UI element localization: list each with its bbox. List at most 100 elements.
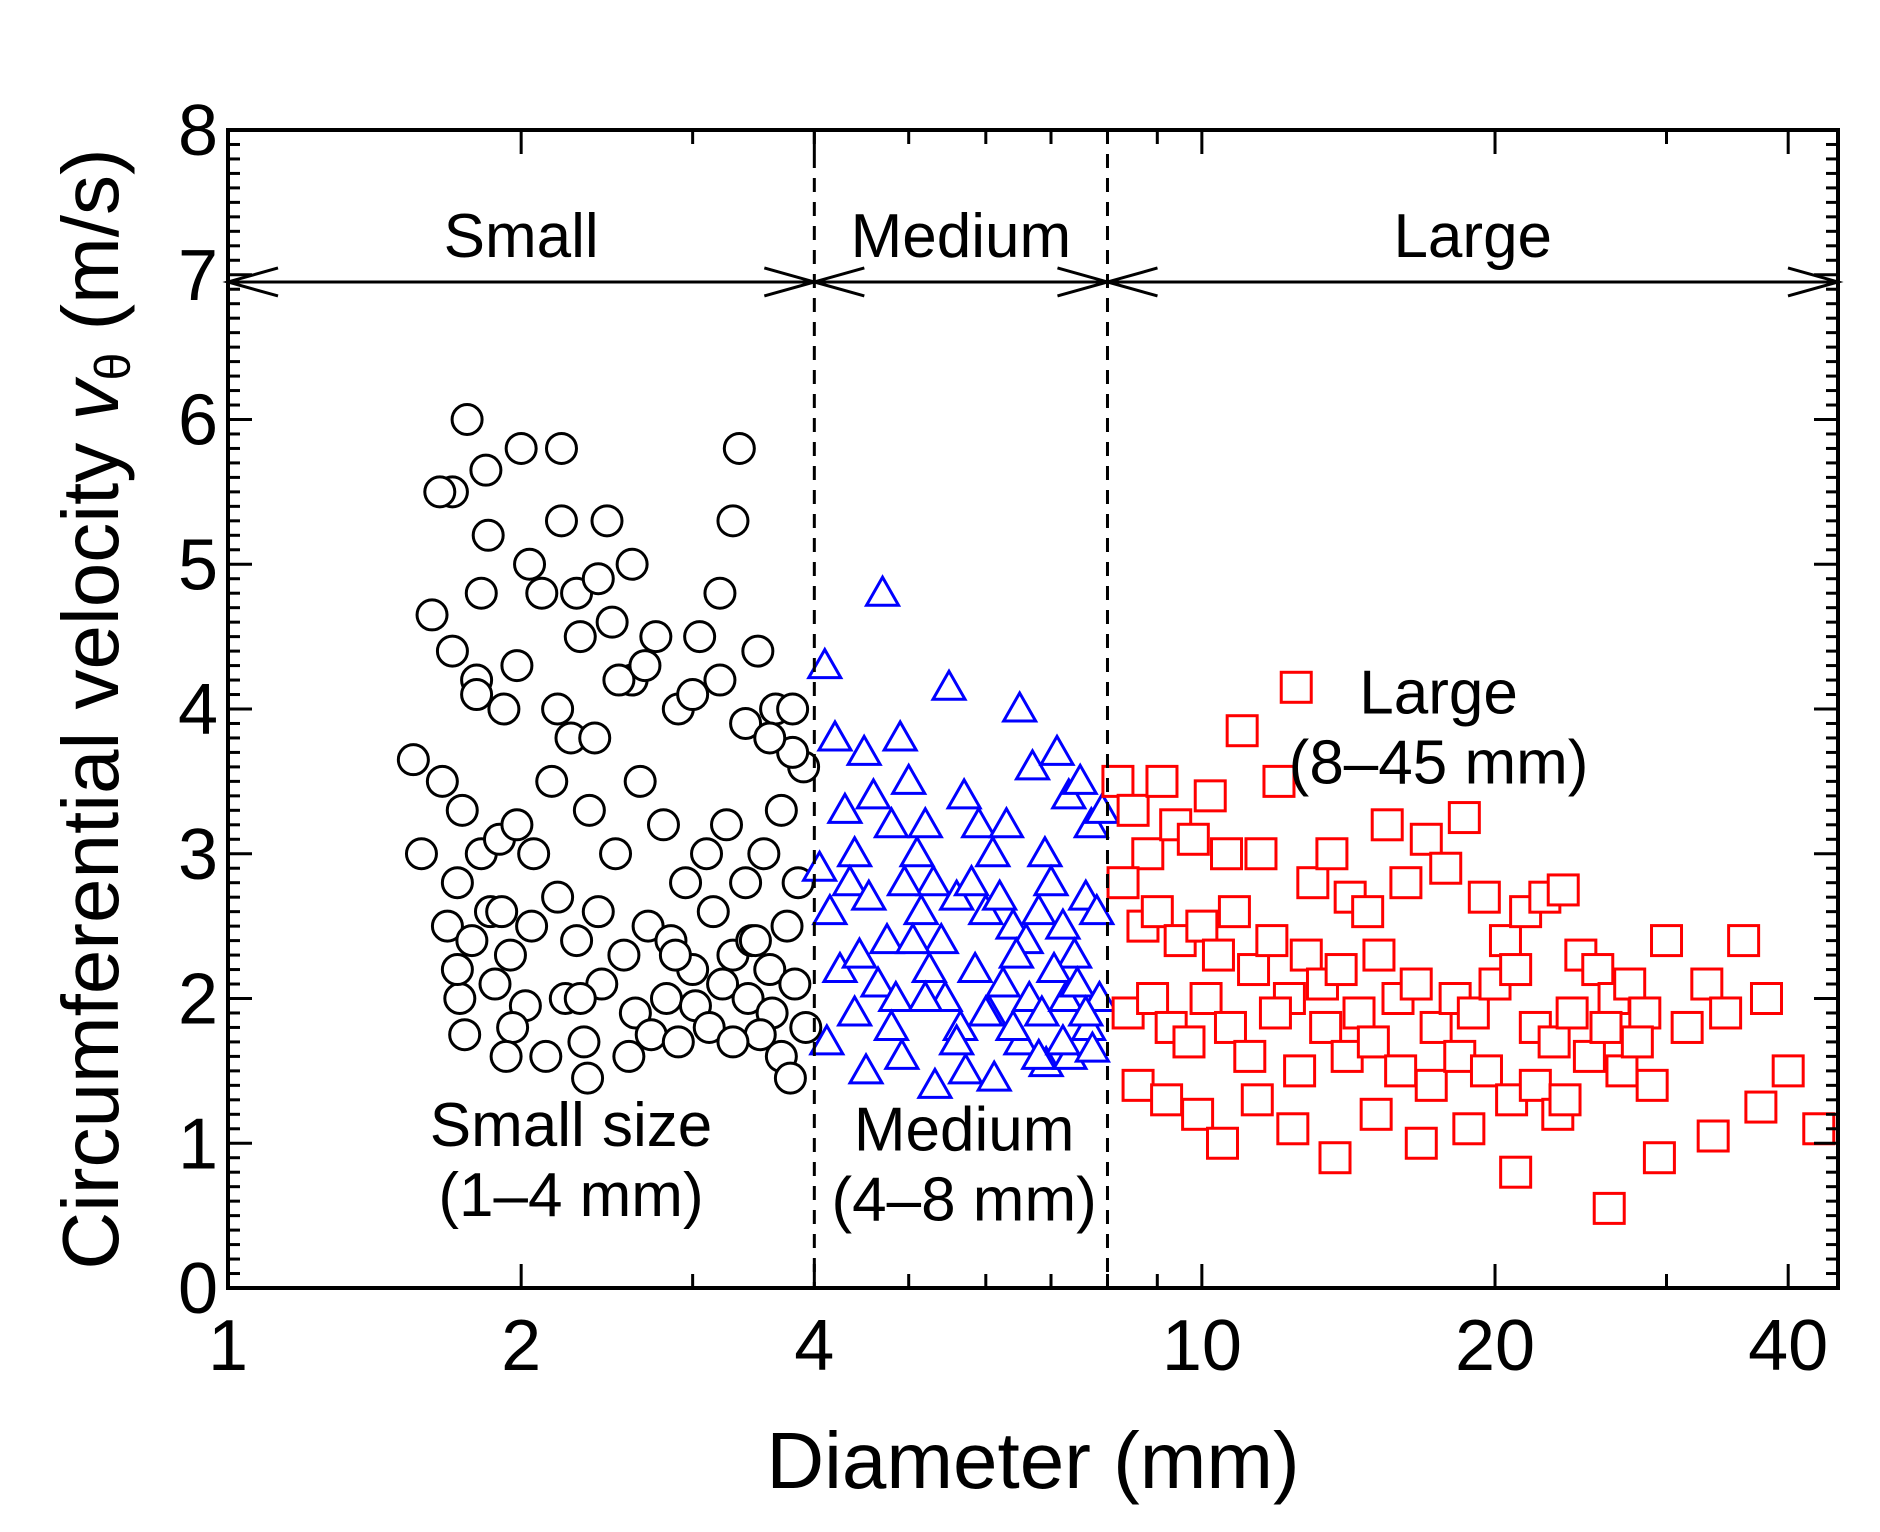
x-tick-label: 2 [501, 1306, 541, 1386]
triangle-point [883, 1037, 921, 1070]
square-point [1467, 880, 1501, 914]
series-circle [396, 403, 823, 1095]
square-point [1419, 1010, 1453, 1044]
triangle-point [1083, 791, 1121, 824]
triangle-point [1035, 950, 1073, 984]
triangle-point [906, 979, 944, 1012]
circle-point [778, 967, 812, 1001]
circle-point [560, 924, 594, 958]
square-point [1121, 1068, 1155, 1102]
y-tick-label: 0 [178, 1249, 218, 1329]
triangle-point [1067, 993, 1105, 1027]
y-axis-label-unit: (m/s) [46, 148, 135, 330]
circle-point [423, 475, 457, 509]
circle-point [445, 793, 479, 827]
circle-point [489, 1039, 523, 1073]
y-tick-label: 4 [178, 670, 218, 750]
circle-point [738, 924, 772, 958]
circle-point [703, 576, 737, 610]
square-point [1318, 1141, 1352, 1175]
square-point [1572, 1039, 1606, 1073]
circle-point [599, 837, 633, 871]
triangle-point [967, 993, 1005, 1027]
circle-point [729, 866, 763, 900]
circle-point [696, 895, 730, 929]
circle-point [396, 743, 430, 777]
triangle-point [847, 1051, 885, 1085]
y-axis-label-symbol: v [46, 377, 135, 421]
square-point [1548, 1083, 1582, 1117]
circle-point [649, 982, 683, 1015]
square-point [1696, 1119, 1730, 1153]
square-point [1399, 967, 1433, 1001]
circle-point [504, 431, 538, 465]
arrowhead-left [808, 266, 865, 298]
circle-point [515, 909, 549, 943]
square-point [1255, 924, 1289, 958]
circle-point [722, 431, 756, 465]
square-point [1315, 837, 1349, 871]
square-point [1635, 1068, 1669, 1102]
square-point [1150, 1083, 1184, 1117]
triangle-point [1044, 1022, 1082, 1056]
y-axis-label: Circumferential velocity vθ (m/s) [46, 148, 141, 1269]
annotation-range: (8–45 mm) [1289, 728, 1589, 797]
square-point [1106, 866, 1140, 900]
circle-point [764, 793, 798, 827]
circle-point [496, 1010, 530, 1044]
annotation-range: (4–8 mm) [831, 1165, 1096, 1234]
circle-point [669, 866, 703, 900]
square-point [1404, 1126, 1438, 1160]
annotation-range: (1–4 mm) [438, 1161, 703, 1230]
circle-point [623, 764, 657, 798]
square-point [1555, 996, 1589, 1030]
circle-point [471, 518, 505, 552]
square-point [1356, 1025, 1390, 1059]
circle-point [690, 837, 724, 871]
circle-point [776, 692, 810, 726]
circle-point [747, 837, 781, 871]
triangle-point [885, 863, 924, 897]
square-point [1342, 996, 1376, 1030]
annotation-label: Large [1359, 658, 1518, 727]
circle-point [571, 1061, 605, 1095]
triangle-point [1044, 907, 1082, 940]
circle-point [464, 576, 498, 610]
square-point [1670, 1010, 1704, 1044]
circle-point [607, 938, 641, 972]
triangle-point [1032, 863, 1070, 897]
circle-point [415, 598, 449, 632]
triangle-point [1001, 689, 1039, 723]
triangle-point [1020, 892, 1058, 926]
circle-point [639, 620, 673, 654]
square-point [1589, 1010, 1623, 1044]
triangle-point [1058, 965, 1096, 998]
triangle-point [826, 791, 864, 824]
triangle-point [981, 878, 1019, 911]
triangle-point [816, 718, 854, 752]
triangle-point [836, 834, 874, 868]
square-point [1592, 1191, 1626, 1225]
square-point [1389, 866, 1423, 900]
circle-point [615, 547, 649, 581]
series-square [1101, 670, 1836, 1225]
region-label: Medium [851, 202, 1072, 271]
circle-point [448, 1018, 482, 1052]
square-point [1205, 1126, 1239, 1160]
circle-point [404, 837, 438, 871]
y-tick-label: 2 [178, 960, 218, 1040]
x-tick-label: 10 [1162, 1306, 1242, 1386]
square-point [1620, 1025, 1654, 1059]
square-point [1131, 837, 1165, 871]
circle-point [500, 649, 534, 683]
triangle-point [845, 733, 883, 766]
circle-point [581, 895, 615, 929]
square-point [1181, 1097, 1215, 1131]
square-point [1546, 873, 1580, 907]
circle-point [692, 1010, 726, 1044]
circle-point [517, 837, 551, 871]
triangle-point [930, 668, 968, 701]
y-tick-label: 7 [178, 236, 218, 316]
square-point [1217, 895, 1251, 929]
region-label: Large [1393, 202, 1552, 271]
